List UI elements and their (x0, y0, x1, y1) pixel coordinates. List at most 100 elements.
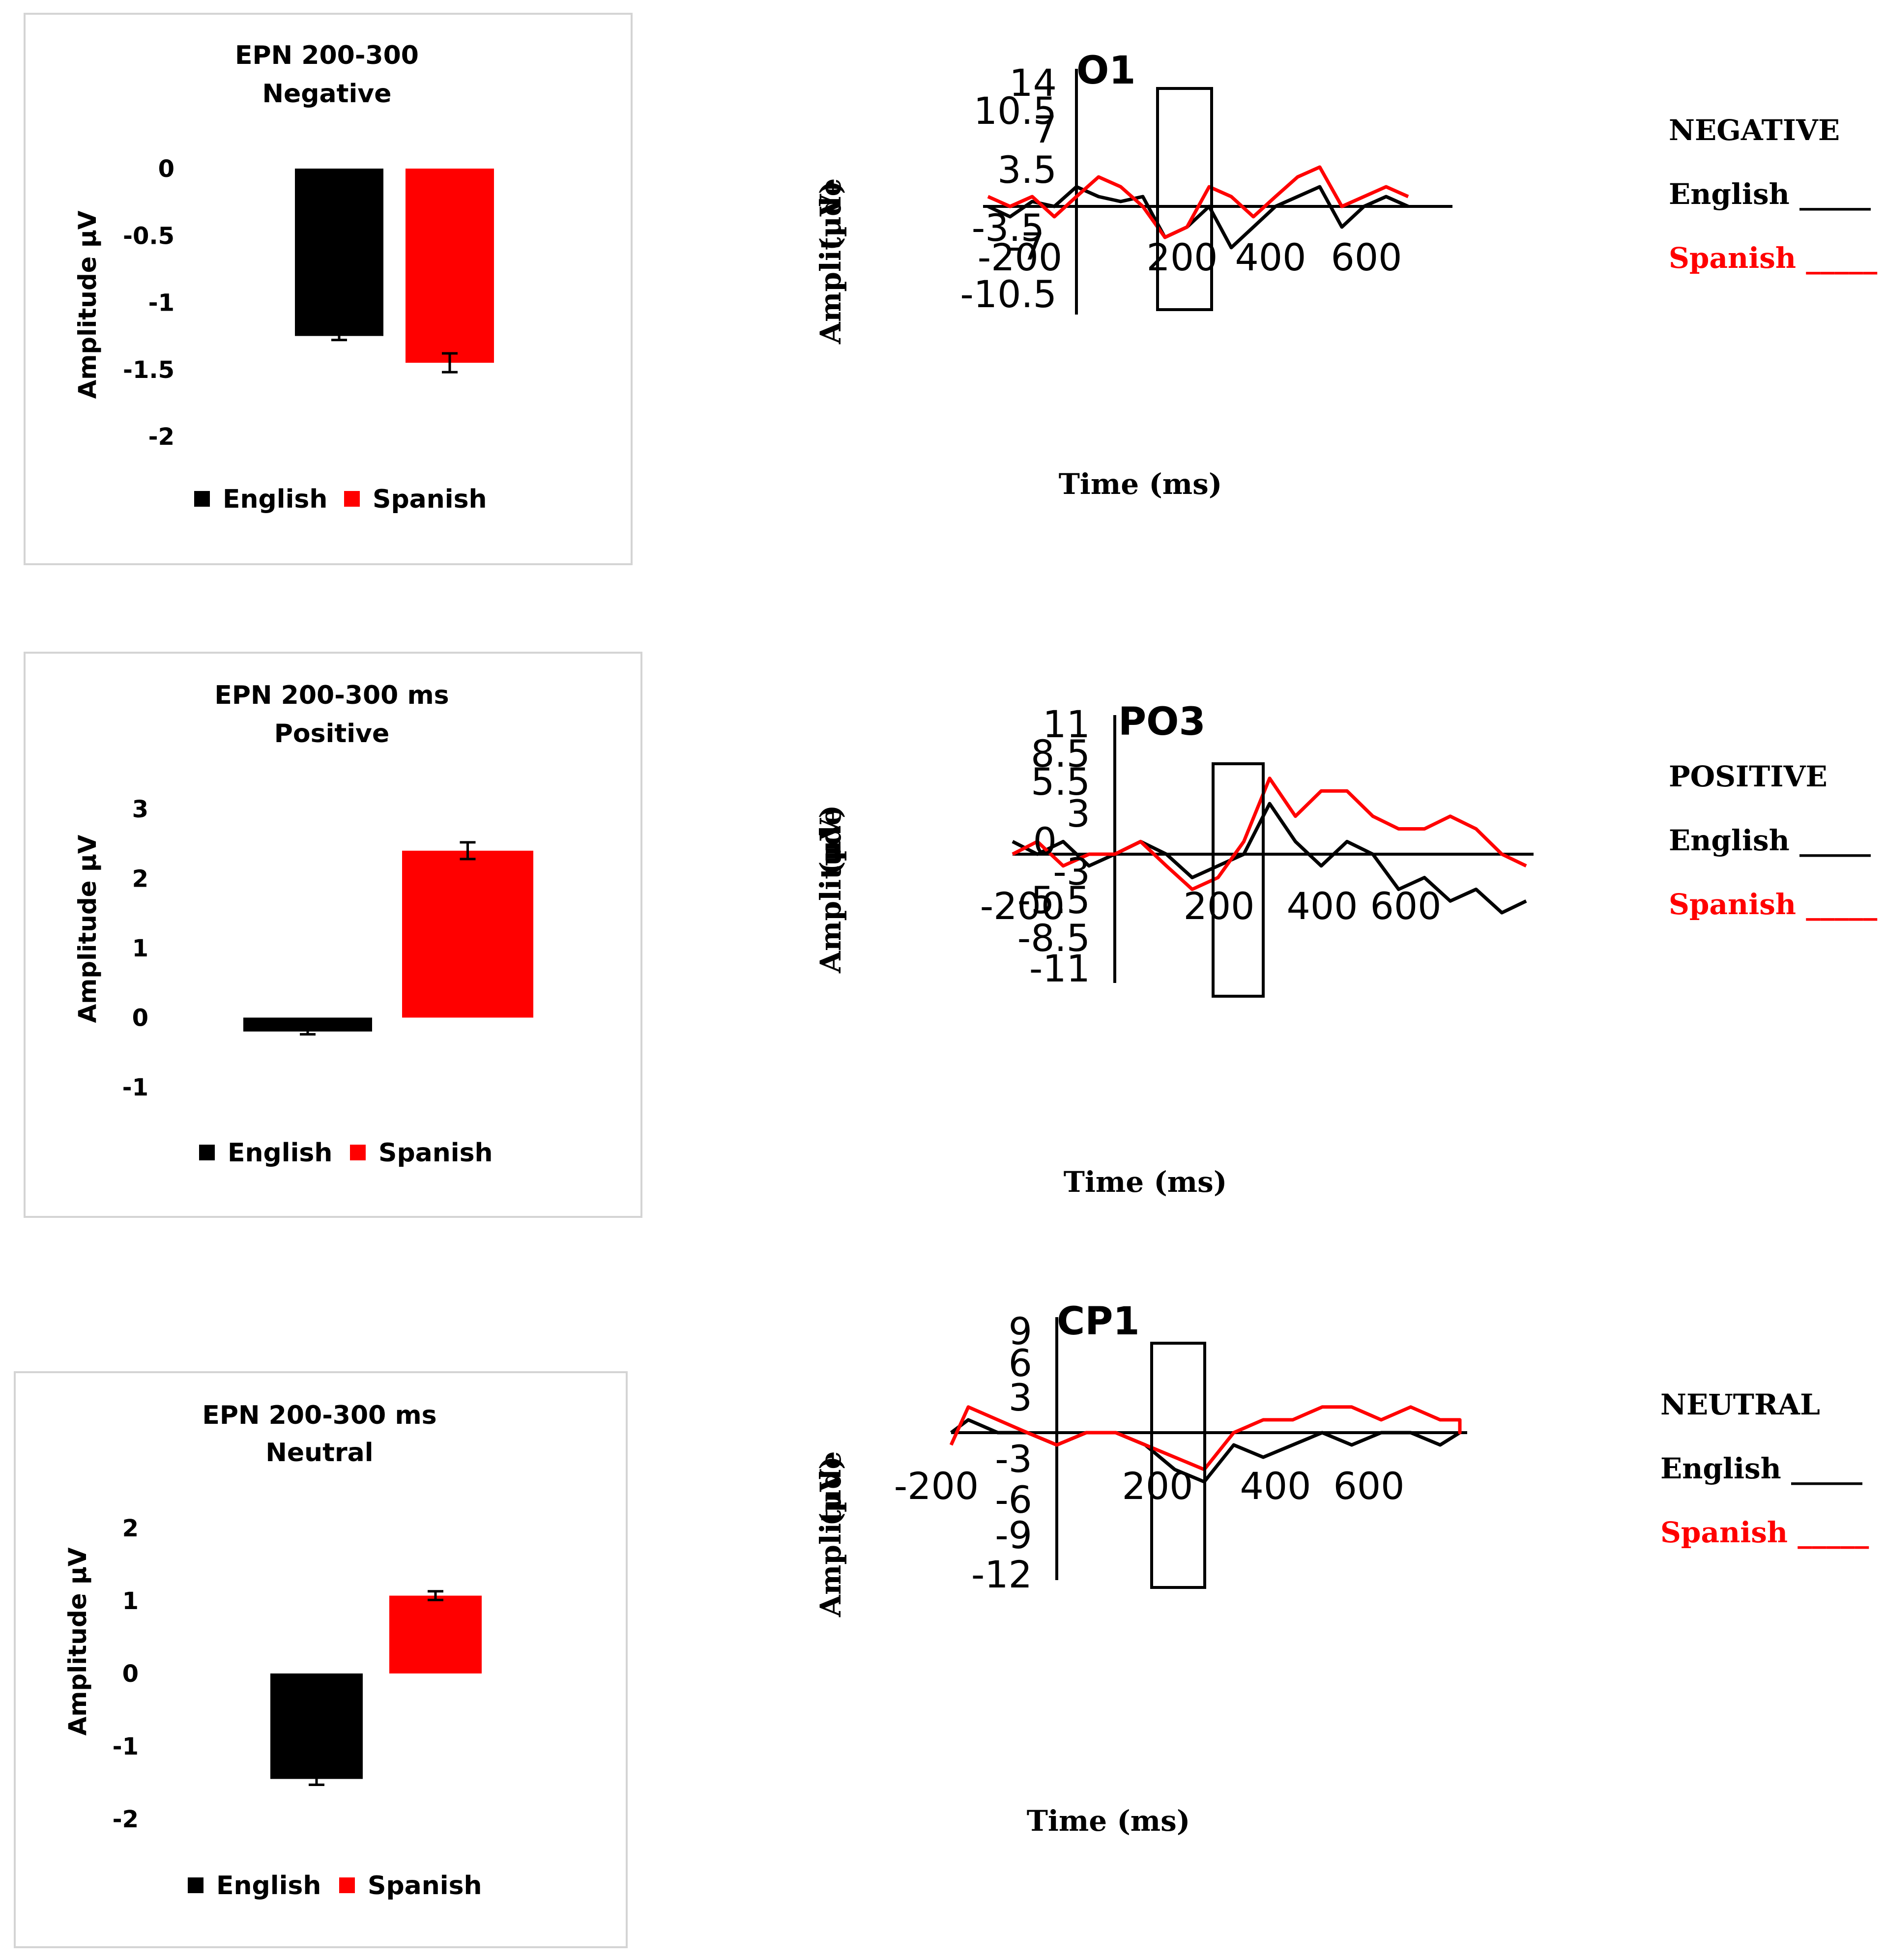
y-tick-label: 7 (1033, 108, 1057, 151)
analysis-window-box (1150, 1342, 1206, 1589)
y-tick-label: 3 (132, 796, 148, 823)
erp-chart-cp1: CP1 963 -3-6-9-12 -200 200 400 600 Amplitude(µV… (814, 1299, 1869, 1838)
legend-label: English (223, 485, 327, 514)
y-axis-title: Amplitude µV (73, 835, 102, 1023)
y-tick-label: 2 (122, 1515, 139, 1542)
y-tick-label: 0 (158, 155, 174, 183)
y-tick-label: -8.5 (1017, 916, 1090, 960)
x-tick-label: 600 (1331, 235, 1402, 279)
x-tick-label: 400 (1286, 884, 1358, 928)
y-tick-label: 1 (122, 1587, 139, 1615)
legend-english: English _____ (1669, 824, 1871, 857)
analysis-window-box (1212, 762, 1265, 998)
legend-label: Spanish (378, 1138, 493, 1168)
waveform-spanish (949, 1405, 1462, 1471)
y-axis-title: Amplitude (814, 807, 847, 974)
y-tick-label: -0.5 (123, 222, 174, 250)
y-tick-label: -1 (122, 1074, 148, 1101)
y-tick-label: 1 (132, 935, 148, 962)
y-tick-label: -6 (995, 1478, 1032, 1522)
y-axis-title: Amplitude µV (63, 1547, 92, 1735)
waveform-spanish (1012, 777, 1527, 891)
y-tick-label: -2 (148, 423, 174, 451)
legend-heading: POSITIVE (1669, 760, 1827, 793)
y-tick-label: 11 (1043, 702, 1090, 746)
legend-swatch (188, 1877, 203, 1893)
y-tick-label: -1 (148, 289, 174, 317)
bar-english (295, 169, 383, 336)
chart-subtitle: Neutral (265, 1438, 373, 1468)
waveform-english (987, 185, 1409, 250)
legend-swatch (339, 1877, 355, 1893)
y-axis-title: Amplitude (814, 1451, 847, 1617)
y-tick-label: 0 (122, 1660, 139, 1688)
side-legend: NEGATIVE English _____ Spanish _____ (1669, 114, 1877, 275)
legend-heading: NEUTRAL (1660, 1388, 1820, 1421)
side-legend: POSITIVE English _____ Spanish _____ (1669, 760, 1877, 921)
legend-label: Spanish (373, 485, 487, 514)
y-tick-label: 3.5 (997, 148, 1057, 192)
electrode-label: PO3 (1118, 700, 1206, 744)
bar-english (270, 1673, 363, 1779)
electrode-label: O1 (1076, 49, 1136, 93)
y-axis-unit: (µV) (814, 1456, 847, 1526)
error-bar (460, 841, 476, 861)
bar-chart-negative: EPN 200-300 Negative Amplitude µV 0 -0.5 -1 -1… (24, 13, 633, 565)
y-tick-label: 6 (1009, 1341, 1032, 1385)
error-bar (309, 1772, 324, 1786)
y-tick-label: -1 (113, 1733, 139, 1760)
bar-spanish (402, 850, 533, 1018)
waveform-spanish (987, 165, 1409, 239)
legend-label: Spanish (368, 1871, 482, 1901)
bar-chart-neutral: EPN 200-300 ms Neutral Amplitude µV 2 1 0 -1 -2… (14, 1371, 628, 1948)
legend-swatch (350, 1145, 366, 1160)
legend-label: English (228, 1138, 332, 1168)
y-tick-label: -12 (971, 1553, 1032, 1596)
y-tick-label: -7 (1007, 225, 1044, 268)
electrode-label: CP1 (1057, 1299, 1140, 1344)
x-tick-label: 400 (1240, 1464, 1311, 1508)
y-tick-label: 10.5 (974, 89, 1057, 133)
x-tick-label: -200 (980, 884, 1065, 928)
bar-spanish (406, 169, 494, 363)
y-axis-unit: (µV) (814, 805, 847, 875)
legend-swatch (344, 491, 360, 507)
y-tick-label: -2 (113, 1806, 139, 1833)
error-bar (300, 1027, 316, 1036)
y-tick-label: -3.5 (972, 206, 1044, 250)
y-tick-label: 2 (132, 865, 148, 893)
chart-frame (24, 652, 642, 1218)
x-tick-label: -200 (894, 1464, 979, 1508)
side-legend: NEUTRAL English _____ Spanish _____ (1660, 1388, 1869, 1549)
x-axis-title: Time (ms) (1027, 1804, 1190, 1838)
y-axis-title: Amplitude µV (73, 210, 102, 399)
legend-swatch (194, 491, 210, 507)
x-axis-title: Time (ms) (1059, 467, 1222, 501)
y-tick-label: -1.5 (123, 356, 174, 384)
analysis-window-box (1156, 87, 1213, 311)
legend-heading: NEGATIVE (1669, 114, 1840, 147)
y-tick-label: 14 (1009, 61, 1057, 105)
legend-english: English _____ (1669, 177, 1871, 211)
x-tick-label: 200 (1122, 1464, 1193, 1508)
y-tick-label: -3 (995, 1437, 1032, 1481)
waveform-english (1012, 802, 1527, 915)
bar-spanish (389, 1595, 482, 1673)
x-tick-label: 600 (1370, 884, 1441, 928)
chart-title: EPN 200-300 ms (202, 1401, 436, 1430)
x-tick-label: 400 (1235, 235, 1306, 279)
legend-spanish: Spanish _____ (1660, 1516, 1869, 1549)
y-tick-label: 0 (132, 1005, 148, 1032)
error-bar (331, 330, 347, 342)
y-tick-label: 0 (1033, 819, 1057, 863)
legend-english: English _____ (1660, 1452, 1862, 1485)
y-tick-label: -5.5 (1017, 878, 1090, 922)
erp-chart-po3: PO3 118.55.530-3-5.5-8.5-11 -200 200 400 600 A… (814, 700, 1877, 1199)
legend-swatch (199, 1145, 215, 1160)
legend-label: English (216, 1871, 321, 1901)
x-tick-label: 200 (1146, 235, 1218, 279)
x-tick-label: 600 (1333, 1464, 1404, 1508)
x-axis-title: Time (ms) (1064, 1165, 1227, 1199)
